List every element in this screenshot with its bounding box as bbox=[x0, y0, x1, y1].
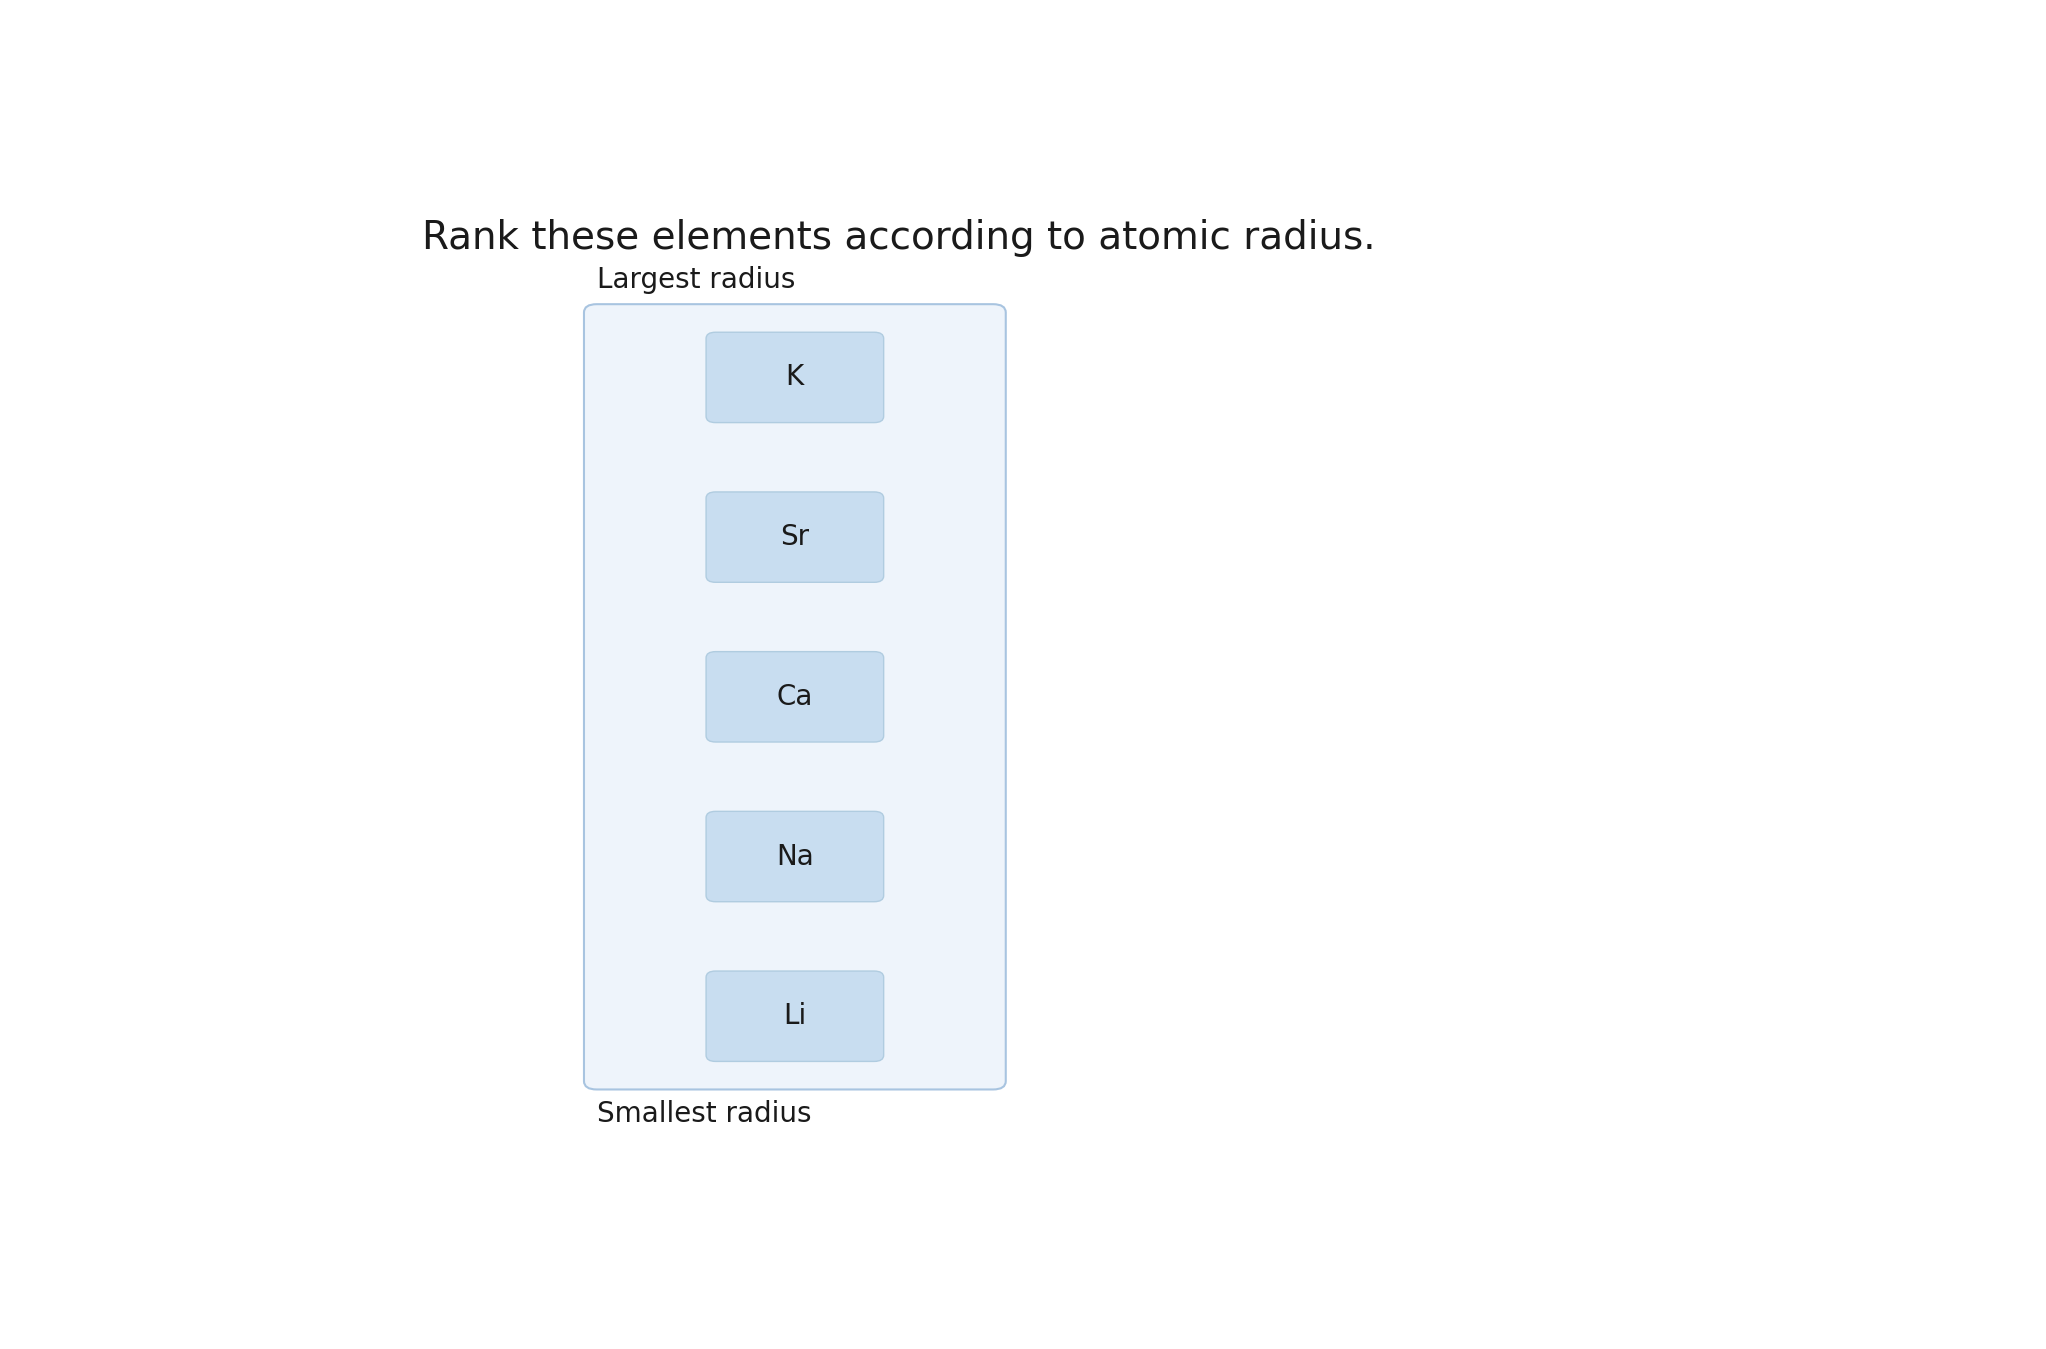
FancyBboxPatch shape bbox=[706, 971, 884, 1062]
Text: K: K bbox=[786, 363, 804, 391]
Text: Rank these elements according to atomic radius.: Rank these elements according to atomic … bbox=[421, 219, 1375, 258]
FancyBboxPatch shape bbox=[583, 304, 1007, 1090]
FancyBboxPatch shape bbox=[706, 652, 884, 742]
FancyBboxPatch shape bbox=[706, 811, 884, 901]
Text: Largest radius: Largest radius bbox=[597, 266, 796, 294]
Text: Na: Na bbox=[775, 843, 814, 870]
Text: Ca: Ca bbox=[777, 683, 812, 711]
Text: Li: Li bbox=[784, 1002, 806, 1031]
FancyBboxPatch shape bbox=[706, 332, 884, 422]
Text: Smallest radius: Smallest radius bbox=[597, 1099, 810, 1128]
FancyBboxPatch shape bbox=[706, 492, 884, 583]
Text: Sr: Sr bbox=[780, 523, 810, 552]
